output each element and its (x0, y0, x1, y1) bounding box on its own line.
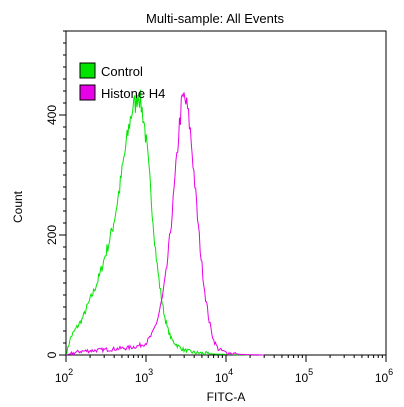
plot-frame (65, 30, 387, 356)
x-tick-exponent: 4 (228, 367, 233, 377)
chart-title: Multi-sample: All Events (146, 11, 284, 26)
series-line-histone-h4 (65, 92, 265, 356)
y-tick-label: 0 (45, 351, 59, 358)
legend: Control Histone H4 (79, 62, 165, 101)
y-axis-label: Count (11, 190, 25, 223)
series-layer (65, 89, 265, 356)
x-tick-label: 106 (375, 367, 393, 385)
x-tick-label: 104 (215, 367, 233, 385)
x-tick-label: 103 (135, 367, 153, 385)
x-tick-label: 105 (295, 367, 313, 385)
y-tick-label: 200 (45, 225, 59, 245)
x-tick-label: 102 (55, 367, 73, 385)
legend-swatch (79, 62, 96, 79)
legend-label: Histone H4 (101, 86, 165, 101)
legend-swatch (79, 84, 96, 101)
x-tick-exponent: 3 (148, 367, 153, 377)
legend-label: Control (101, 64, 143, 79)
series-line-control (65, 89, 251, 356)
x-tick-exponent: 6 (388, 367, 393, 377)
x-tick-exponent: 2 (68, 367, 73, 377)
y-tick-label: 400 (45, 105, 59, 125)
x-tick-exponent: 5 (308, 367, 313, 377)
x-axis-label: FITC-A (207, 390, 246, 404)
